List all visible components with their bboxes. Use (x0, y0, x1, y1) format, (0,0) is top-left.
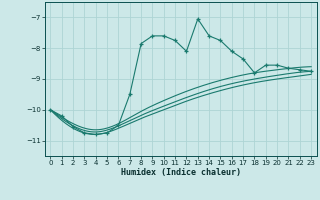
X-axis label: Humidex (Indice chaleur): Humidex (Indice chaleur) (121, 168, 241, 177)
